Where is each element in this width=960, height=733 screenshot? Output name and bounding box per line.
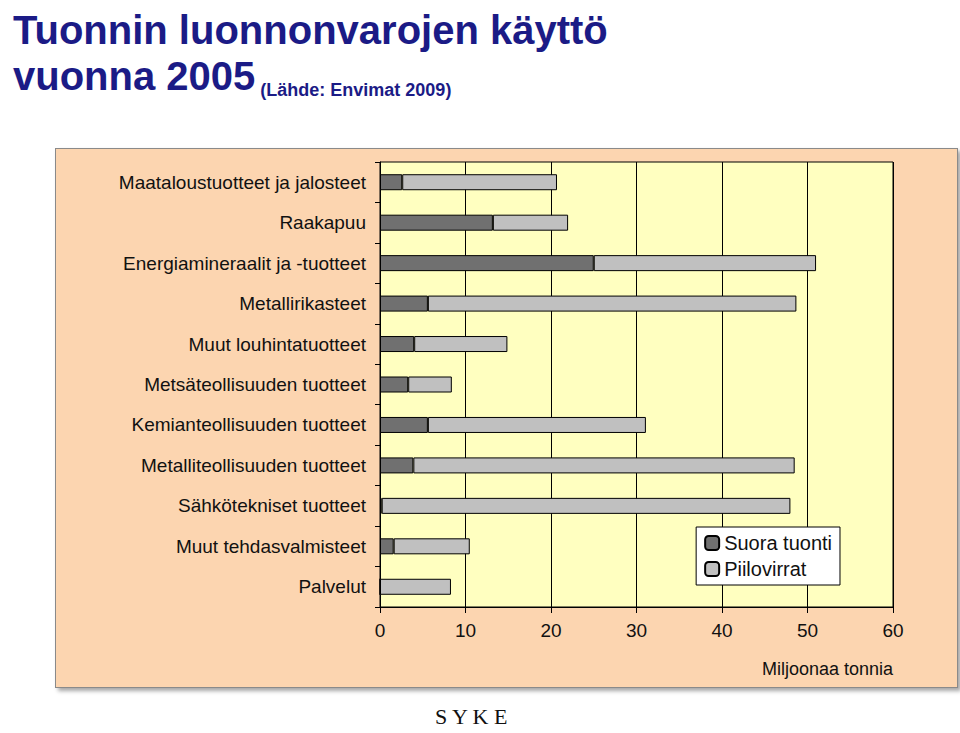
svg-text:Raakapuu: Raakapuu (279, 212, 366, 233)
svg-text:0: 0 (375, 620, 386, 641)
svg-text:Muut tehdasvalmisteet: Muut tehdasvalmisteet (176, 536, 367, 557)
svg-text:Palvelut: Palvelut (298, 576, 366, 597)
svg-text:30: 30 (626, 620, 647, 641)
svg-text:(Lähde: Envimat 2009): (Lähde: Envimat 2009) (260, 80, 451, 100)
svg-text:Tuonnin luonnonvarojen käyttö: Tuonnin luonnonvarojen käyttö (13, 8, 608, 52)
svg-text:10: 10 (455, 620, 476, 641)
svg-text:Metallirikasteet: Metallirikasteet (239, 293, 366, 314)
svg-text:20: 20 (540, 620, 561, 641)
svg-text:50: 50 (797, 620, 818, 641)
svg-text:Maataloustuotteet ja jalosteet: Maataloustuotteet ja jalosteet (119, 172, 367, 193)
svg-text:Sähkötekniset tuotteet: Sähkötekniset tuotteet (178, 495, 367, 516)
svg-text:Kemianteollisuuden tuotteet: Kemianteollisuuden tuotteet (132, 414, 367, 435)
svg-text:Metsäteollisuuden tuotteet: Metsäteollisuuden tuotteet (144, 374, 367, 395)
svg-text:Metalliteollisuuden tuotteet: Metalliteollisuuden tuotteet (141, 455, 367, 476)
svg-text:Miljoonaa tonnia: Miljoonaa tonnia (762, 659, 894, 679)
svg-text:vuonna 2005: vuonna 2005 (13, 54, 255, 98)
svg-text:Muut louhintatuotteet: Muut louhintatuotteet (189, 334, 367, 355)
svg-text:60: 60 (882, 620, 903, 641)
svg-text:40: 40 (711, 620, 732, 641)
svg-text:Energiamineraalit ja -tuotteet: Energiamineraalit ja -tuotteet (123, 253, 367, 274)
svg-text:Piilovirrat: Piilovirrat (724, 558, 807, 580)
svg-text:Suora tuonti: Suora tuonti (724, 532, 832, 554)
svg-text:S Y K E: S Y K E (435, 704, 507, 729)
